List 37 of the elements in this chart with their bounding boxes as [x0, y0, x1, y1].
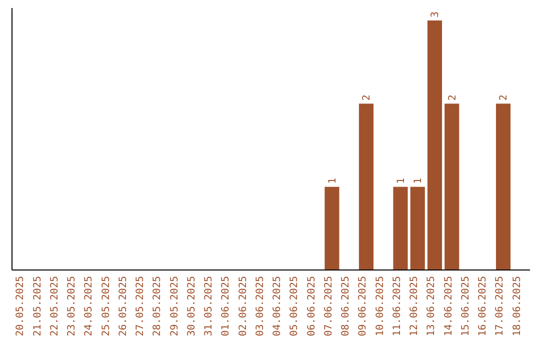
data-label: 1 — [396, 178, 407, 184]
x-tick-label: 31.05.2025 — [204, 276, 215, 336]
data-label: 2 — [447, 94, 458, 101]
x-tick-label: 10.06.2025 — [374, 276, 386, 336]
data-label: 2 — [362, 94, 373, 101]
x-tick-label: 09.06.2025 — [358, 276, 369, 336]
x-tick-label: 03.06.2025 — [254, 276, 266, 336]
x-tick-label: 02.06.2025 — [238, 276, 249, 336]
x-tick-label: 27.05.2025 — [135, 276, 146, 336]
x-tick-label: 21.05.2025 — [32, 276, 44, 336]
data-label: 1 — [413, 178, 424, 184]
x-tick-label: 26.05.2025 — [118, 276, 129, 336]
data-label: 2 — [498, 94, 510, 101]
x-tick-label: 06.06.2025 — [306, 276, 318, 336]
x-tick-label: 30.05.2025 — [186, 276, 198, 336]
x-tick-label: 05.06.2025 — [289, 276, 300, 336]
x-tick-label: 14.06.2025 — [443, 276, 454, 336]
x-tick-label: 20.05.2025 — [15, 276, 26, 336]
x-tick-label: 18.06.2025 — [512, 276, 523, 336]
x-tick-label: 29.05.2025 — [169, 276, 180, 336]
x-tick-label: 12.06.2025 — [409, 276, 420, 336]
x-tick-label: 04.06.2025 — [272, 276, 284, 336]
data-label: 1 — [327, 178, 338, 184]
x-tick-label: 23.05.2025 — [66, 276, 78, 336]
x-tick-label: 15.06.2025 — [460, 276, 472, 336]
x-tick-label: 01.06.2025 — [220, 276, 232, 336]
x-tick-label: 11.06.2025 — [392, 276, 403, 336]
x-tick-label: 22.05.2025 — [49, 276, 60, 336]
x-tick-label: 28.05.2025 — [152, 276, 164, 336]
x-tick-label: 25.05.2025 — [100, 276, 112, 336]
x-tick-label: 08.06.2025 — [340, 276, 352, 336]
data-label: 3 — [430, 11, 442, 18]
x-tick-label: 16.06.2025 — [478, 276, 489, 336]
x-tick-label: 13.06.2025 — [426, 276, 438, 336]
x-tick-label: 17.06.2025 — [494, 276, 506, 336]
x-tick-label: 07.06.2025 — [323, 276, 334, 336]
x-tick-label: 24.05.2025 — [84, 276, 95, 336]
